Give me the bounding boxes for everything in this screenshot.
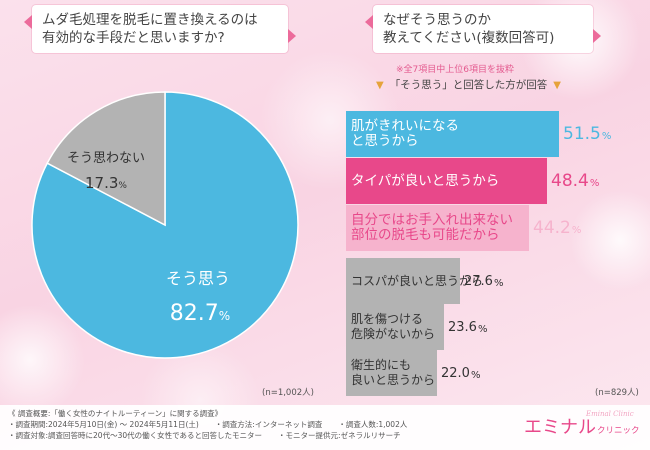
bar-label-line: コスパが良いと思うから [351,273,484,288]
pie-value-disagree-int: 17. [85,174,109,192]
pie-value-agree-pct: % [219,309,230,323]
question-1-box: ムダ毛処理を脱毛に置き換えるのは 有効的な手段だと思いますか? [24,5,296,53]
bar-row: 肌を傷つける 危険がないから 23.6% [346,304,646,350]
pie-label-disagree: そう思わない [67,151,145,166]
pie-value-agree-int: 82. [170,301,205,326]
bar-label: コスパが良いと思うから [351,258,483,304]
bar-value-pct: % [493,278,504,289]
bar-chart: 肌がきれいになる と思うから 51.5% タイパが良いと思うから 48.4% 自分ではお手… [346,111,646,396]
footer: 《 調査概要:「働く女性のナイトルーティーン」に関する調査》 ・調査期間:202… [0,405,650,450]
question-2-line-2: 教えてください(複数回答可) [383,30,555,46]
bar-value-pct: % [589,178,600,189]
pie-label-agree: そう思う [166,269,230,288]
subset-note: ※全7項目中上位6項目を抜粋 [396,65,514,75]
bar [346,350,437,396]
bar-value: 27.6% [464,258,503,304]
bar-value-number: 48.4 [551,171,589,191]
triangle-down-icon: ▼ [553,80,561,91]
bar-label: 衛生的にも 良いと思うから [351,350,435,396]
question-1-line-2: 有効的な手段だと思いますか? [42,30,225,46]
bar-value-number: 44.2 [533,218,571,238]
bar-row: コスパが良いと思うから 27.6% [346,258,646,304]
bar [346,258,460,304]
survey-line-2: ・調査期間:2024年5月10日(金) ～ 2024年5月11日(土) ・調査方法… [8,419,407,430]
answered-note: ▼ 「そう思う」と回答した方が回答 ▼ [376,77,561,92]
bar-value: 51.5% [563,111,611,157]
survey-method: ・調査方法:インターネット調査 [214,420,323,429]
bar-value-number: 23.6 [448,319,477,335]
bar-row: 肌がきれいになる と思うから 51.5% [346,111,646,157]
bar-label: 肌を傷つける 危険がないから [351,304,435,350]
bar-value-pct: % [601,131,612,142]
bar-value-pct: % [571,225,582,236]
survey-period: ・調査期間:2024年5月10日(金) ～ 2024年5月11日(土) [8,420,199,429]
triangle-down-icon: ▼ [376,80,384,91]
bar-value-number: 51.5 [563,124,601,144]
bar-row: 衛生的にも 良いと思うから 22.0% [346,350,646,396]
sample-size-bars: (n=829人) [595,388,639,398]
pie-value-agree: 82.7% [170,301,230,326]
pie-slice-disagree [46,91,166,227]
bar-value: 22.0% [441,350,480,396]
bar-row: タイパが良いと思うから 48.4% [346,158,646,204]
clinic-logo: Eminal Clinic エミナルクリニック [524,410,640,439]
bar [346,111,559,157]
survey-target: ・調査対象:調査回答時に20代～30代の働く女性であると回答したモニター [8,431,263,440]
bar-value-pct: % [477,324,488,335]
pie-slice-agree [31,91,299,359]
pie-value-disagree-dec: 3 [109,174,119,192]
sample-size-pie: (n=1,002人) [262,388,314,398]
bar-label-line: 肌を傷つける [351,312,424,326]
bar-label-line: タイパが良いと思うから [351,172,500,189]
bar [346,304,444,350]
bar-label: タイパが良いと思うから [351,158,499,204]
bar-label: 肌がきれいになる と思うから [351,111,459,157]
bar-label-line: 良いと思うから [351,373,436,387]
survey-line-3: ・調査対象:調査回答時に20代～30代の働く女性であると回答したモニター ・モニタ… [8,430,401,441]
bar-label: 自分ではお手入れ出来ない 部位の脱毛も可能だから [351,205,513,251]
bar-value-number: 22.0 [441,365,470,381]
bar-label-line: 自分ではお手入れ出来ない [351,212,513,228]
answered-note-text: 「そう思う」と回答した方が回答 [389,79,548,91]
bar [346,158,547,204]
survey-title: 《 調査概要:「働く女性のナイトルーティーン」に関する調査》 [8,409,223,418]
bar-value: 44.2% [533,205,581,251]
bar-value-pct: % [470,370,481,381]
bar [346,205,529,251]
bar-label-line: 衛生的にも [351,358,412,372]
bar-value: 23.6% [448,304,487,350]
bar-value: 48.4% [551,158,599,204]
pie-value-disagree-pct: % [118,181,127,191]
pie-value-disagree: 17.3% [85,174,127,192]
logo-script: Eminal Clinic [586,410,634,418]
bar-row: 自分ではお手入れ出来ない 部位の脱毛も可能だから 44.2% [346,205,646,251]
question-2-box: なぜそう思うのか 教えてください(複数回答可) [365,5,601,53]
survey-respondents: ・調査人数:1,002人 [338,420,408,429]
bar-label-line: 部位の脱毛も可能だから [351,227,500,243]
pie-value-agree-dec: 7 [205,301,219,326]
bar-label-line: 肌がきれいになる [351,118,459,134]
logo-main: エミナル [524,417,596,438]
survey-provider: ・モニター提供元:ゼネラルリサーチ [278,431,401,440]
pie-chart: そう思う 82.7% そう思わない 17.3% [31,91,299,359]
question-1-line-1: ムダ毛処理を脱毛に置き換えるのは [42,12,258,28]
logo-sub: クリニック [597,426,640,436]
question-2-line-1: なぜそう思うのか [383,12,491,28]
bar-value-number: 27.6 [464,273,493,289]
bar-label-line: と思うから [351,133,419,149]
bar-label-line: 危険がないから [351,327,436,341]
